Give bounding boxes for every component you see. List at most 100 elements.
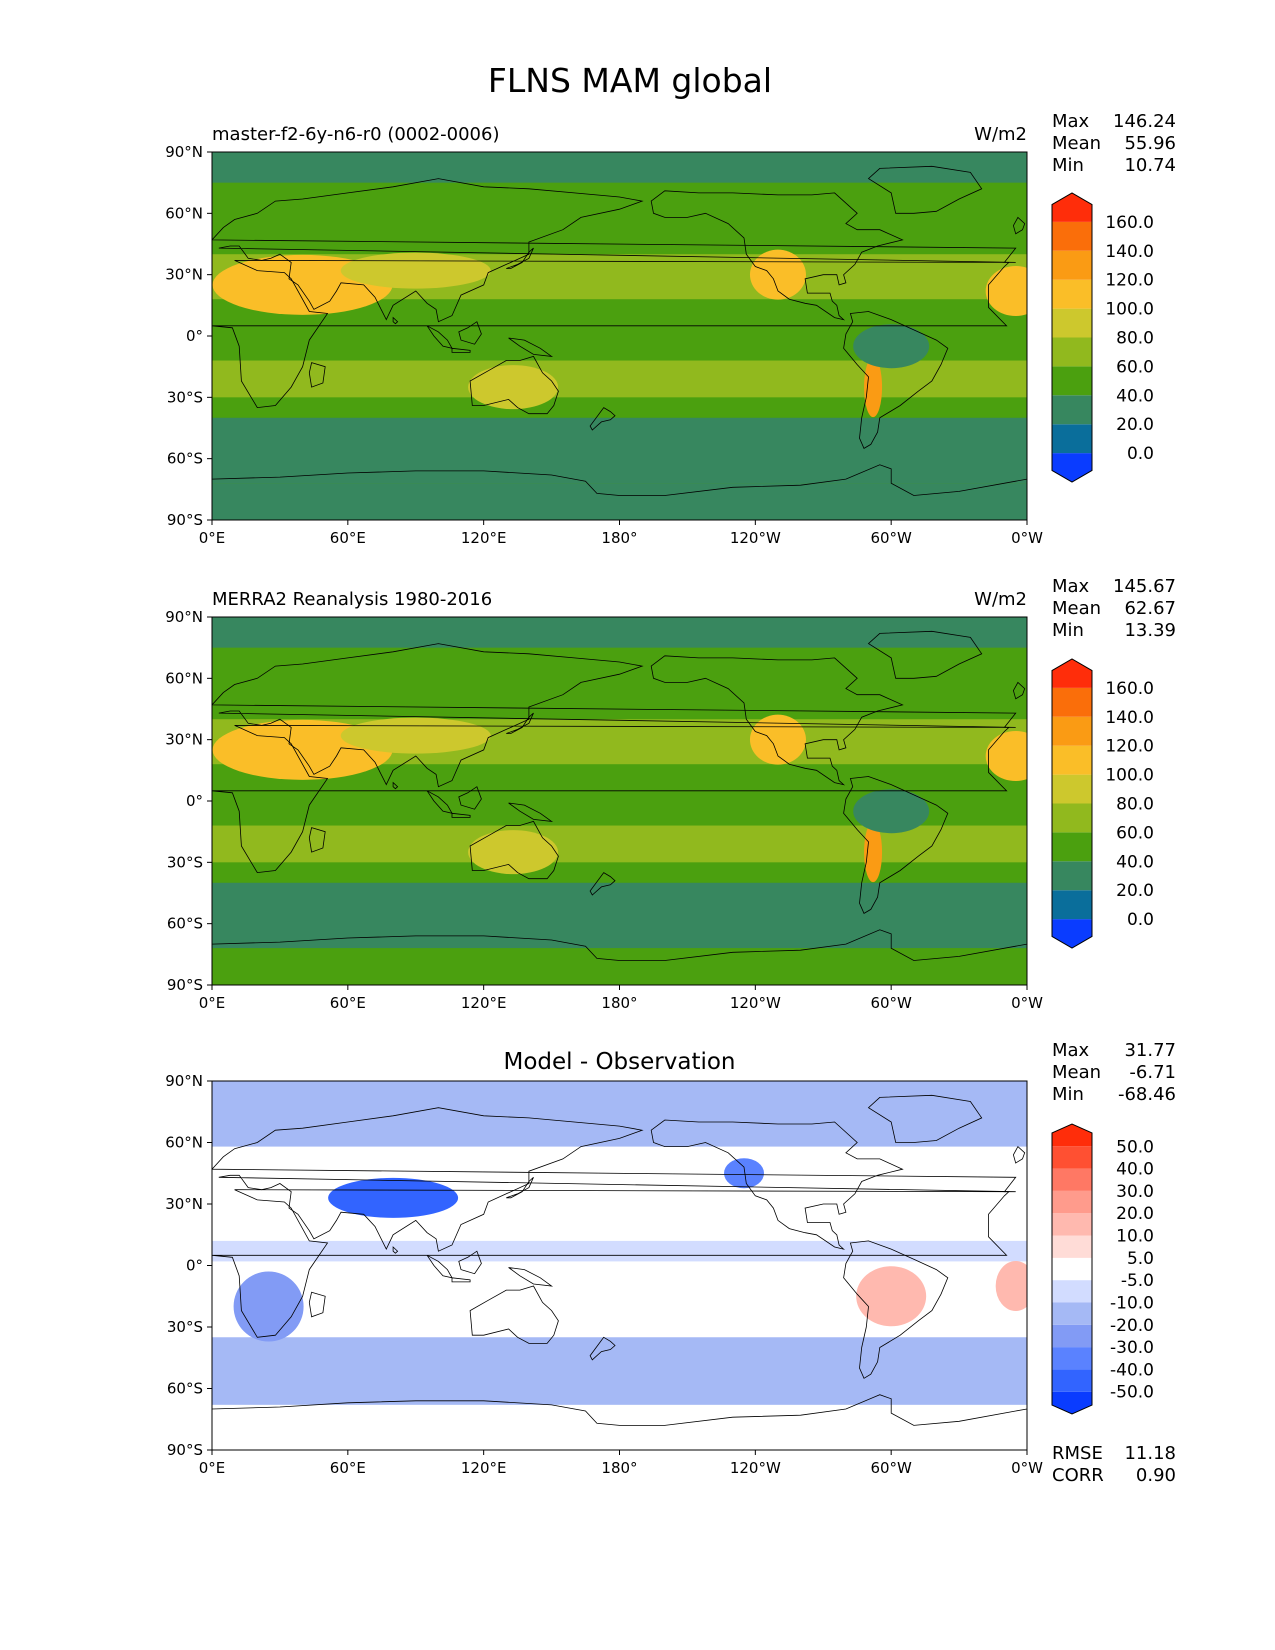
- stats-block: Max 145.67 Mean 62.67 Min 13.39: [1052, 576, 1176, 641]
- map-panel-difference: 0°E 60°E 120°E 180° 120°W 60°W 0°W 90°N 60°N 30°N…: [165, 1040, 1176, 1486]
- coastlines: [212, 630, 1027, 985]
- x-tick-label: 180°: [601, 1459, 637, 1477]
- x-tick-label: 180°: [601, 529, 637, 547]
- west-sahara-feature: [985, 731, 1027, 782]
- colorbar-tick-label: 40.0: [1116, 386, 1154, 406]
- stat-value-mean: -6.71: [1129, 1062, 1176, 1083]
- x-tick-label: 0°E: [199, 1459, 226, 1477]
- colorbar-tick-label: 20.0: [1116, 415, 1154, 435]
- colorbar-tick-label: 40.0: [1116, 852, 1154, 872]
- colorbar-segment: [1052, 395, 1092, 425]
- stat-label-min: Min: [1052, 155, 1084, 176]
- colorbar-segment: [1052, 1168, 1092, 1191]
- y-tick-label: 90°N: [165, 608, 203, 626]
- coastline-8: [451, 347, 471, 353]
- stat-label-max: Max: [1052, 111, 1090, 132]
- coastline-10: [508, 1267, 554, 1287]
- colorbar-segment: [1052, 453, 1092, 482]
- west-sahara-feature: [985, 266, 1027, 317]
- coastline-2: [650, 190, 904, 321]
- panel-center-title: Model - Observation: [503, 1049, 735, 1075]
- x-tick-label: 120°W: [730, 994, 781, 1012]
- colorbar-segment: [1052, 890, 1092, 920]
- panel-left-title: MERRA2 Reanalysis 1980-2016: [212, 589, 492, 610]
- coastline-1: [212, 643, 1017, 788]
- metric-label-rmse: RMSE: [1052, 1443, 1103, 1464]
- y-tick-label: 90°N: [165, 143, 203, 161]
- colorbar-segment: [1052, 250, 1092, 280]
- coastline-15: [392, 781, 399, 790]
- x-tick-label: 0°E: [199, 994, 226, 1012]
- y-tick-label: 30°N: [165, 266, 203, 284]
- coastline-8: [451, 812, 471, 818]
- stat-value-mean: 55.96: [1124, 133, 1176, 154]
- y-tick-label: 60°S: [167, 1380, 203, 1398]
- australia-feature: [468, 365, 559, 410]
- x-tick-label: 60°W: [870, 994, 912, 1012]
- colorbar-tick-label: -30.0: [1110, 1338, 1154, 1358]
- coastline-10: [508, 802, 554, 822]
- colorbar-segment: [1052, 1257, 1092, 1281]
- coastline-8: [451, 1277, 471, 1283]
- antarctic-band: [212, 483, 1027, 520]
- x-tick-label: 120°E: [461, 529, 507, 547]
- y-tick-label: 30°N: [165, 731, 203, 749]
- coastline-12: [1012, 1145, 1026, 1164]
- colorbar-tick-label: 0.0: [1127, 444, 1154, 464]
- colorbar-segment: [1052, 337, 1092, 367]
- colorbar-tick-label: 80.0: [1116, 329, 1154, 349]
- colorbar-tick-label: 20.0: [1116, 1204, 1154, 1224]
- map-field: [212, 152, 1027, 520]
- colorbar-segment: [1052, 1391, 1092, 1414]
- andes-feature: [864, 357, 883, 418]
- colorbar-segment: [1052, 221, 1092, 251]
- southwest-na-feature: [749, 714, 806, 765]
- x-tick-label: 0°W: [1011, 529, 1043, 547]
- y-tick-label: 60°N: [165, 1134, 203, 1152]
- coastline-6: [867, 165, 983, 214]
- coastline-10: [508, 337, 554, 357]
- y-tick-label: 90°S: [167, 976, 203, 994]
- panel-units: W/m2: [974, 124, 1027, 145]
- stat-label-mean: Mean: [1052, 133, 1101, 154]
- coastline-3: [843, 311, 949, 449]
- andes-feature: [864, 822, 883, 883]
- x-tick-label: 0°E: [199, 529, 226, 547]
- x-tick-label: 120°E: [461, 1459, 507, 1477]
- stat-label-mean: Mean: [1052, 1062, 1101, 1083]
- colorbar-segment: [1052, 1213, 1092, 1236]
- coastline-6: [867, 1094, 983, 1143]
- y-tick-label: 60°N: [165, 204, 203, 222]
- colorbar-segment: [1052, 774, 1092, 804]
- colorbar-outline: [1051, 658, 1093, 949]
- colorbar-segment: [1052, 1124, 1092, 1147]
- x-tick-label: 60°W: [870, 529, 912, 547]
- x-axis: 0°E 60°E 120°E 180° 120°W 60°W 0°W: [199, 520, 1043, 547]
- y-tick-label: 0°: [186, 792, 203, 810]
- stat-label-max: Max: [1052, 1040, 1090, 1061]
- y-tick-label: 30°N: [165, 1195, 203, 1213]
- coastline-3: [843, 1240, 949, 1379]
- metric-value-rmse: 11.18: [1124, 1443, 1176, 1464]
- colorbar-tick-label: -50.0: [1110, 1383, 1154, 1403]
- panels: 0°E 60°E 120°E 180° 120°W 60°W 0°W 90°N 60°N 30°N…: [165, 111, 1176, 1486]
- colorbar-segment: [1052, 716, 1092, 746]
- coastline-0: [212, 725, 1010, 874]
- map-field: [212, 1081, 1027, 1450]
- south-america-diff-feature: [856, 1266, 927, 1327]
- map-panel-test: 0°E 60°E 120°E 180° 120°W 60°W 0°W 90°N 60°N 30°N…: [165, 111, 1176, 547]
- colorbar-segment: [1052, 1235, 1092, 1258]
- atlantic-diff-feature: [995, 1261, 1027, 1311]
- coastline-3: [843, 776, 949, 914]
- australia-feature: [468, 830, 559, 875]
- stat-label-max: Max: [1052, 576, 1090, 597]
- colorbar-tick-label: 50.0: [1116, 1137, 1154, 1157]
- tropical-diff-band: [212, 1240, 1027, 1262]
- colorbar-segment: [1052, 1369, 1092, 1392]
- colorbar-tick-label: -20.0: [1110, 1316, 1154, 1336]
- colorbar-tick-label: 140.0: [1105, 242, 1154, 262]
- coastline-0: [212, 1189, 1010, 1338]
- colorbar-tick-label: 5.0: [1127, 1249, 1154, 1269]
- colorbar-segment: [1052, 1146, 1092, 1169]
- coastline-11: [506, 247, 534, 269]
